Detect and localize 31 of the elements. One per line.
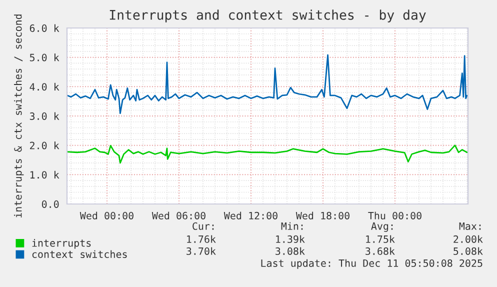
y-tick-label: 0.0 (42, 200, 59, 208)
text: 3.70k (186, 247, 216, 255)
x-tick-label: Wed 18:00 (296, 212, 350, 220)
text: 1.75k (366, 235, 395, 243)
text: Max: (459, 222, 481, 230)
text: Cur: (192, 222, 214, 230)
y-tick-label: 5.0 k (30, 54, 60, 62)
text: 3.08k (276, 247, 305, 255)
chart-title: Interrupts and context switches - by day (110, 10, 426, 22)
text: Last update: Thu Dec 11 05:50:08 2025 (261, 259, 482, 269)
line-series (67, 54, 468, 114)
y-tick-label: 3.0 k (30, 112, 60, 120)
line-series (67, 144, 468, 164)
text: Min: (281, 222, 303, 230)
text: 3.68k (366, 247, 395, 255)
y-tick-label: 2.0 k (30, 142, 60, 150)
text: 2.00k (454, 235, 483, 243)
x-tick-label: Wed 12:00 (224, 212, 278, 220)
text: 5.08k (454, 247, 483, 255)
y-tick-label: 4.0 k (30, 82, 60, 91)
y-tick-label: 6.0 k (30, 24, 60, 32)
legend-label: interrupts (32, 239, 91, 249)
y-tick-label: 1.0 k (30, 170, 60, 179)
text: 1.39k (276, 235, 305, 243)
x-tick-label: Wed 06:00 (152, 212, 206, 220)
legend-label: context switches (32, 250, 127, 258)
x-tick-label: Wed 00:00 (80, 212, 134, 220)
y-axis-title: interrupts & ctx switches / second (14, 14, 24, 218)
text: Avg: (371, 222, 393, 232)
text: 1.76k (187, 235, 216, 243)
x-tick-label: Thu 00:00 (368, 212, 422, 220)
